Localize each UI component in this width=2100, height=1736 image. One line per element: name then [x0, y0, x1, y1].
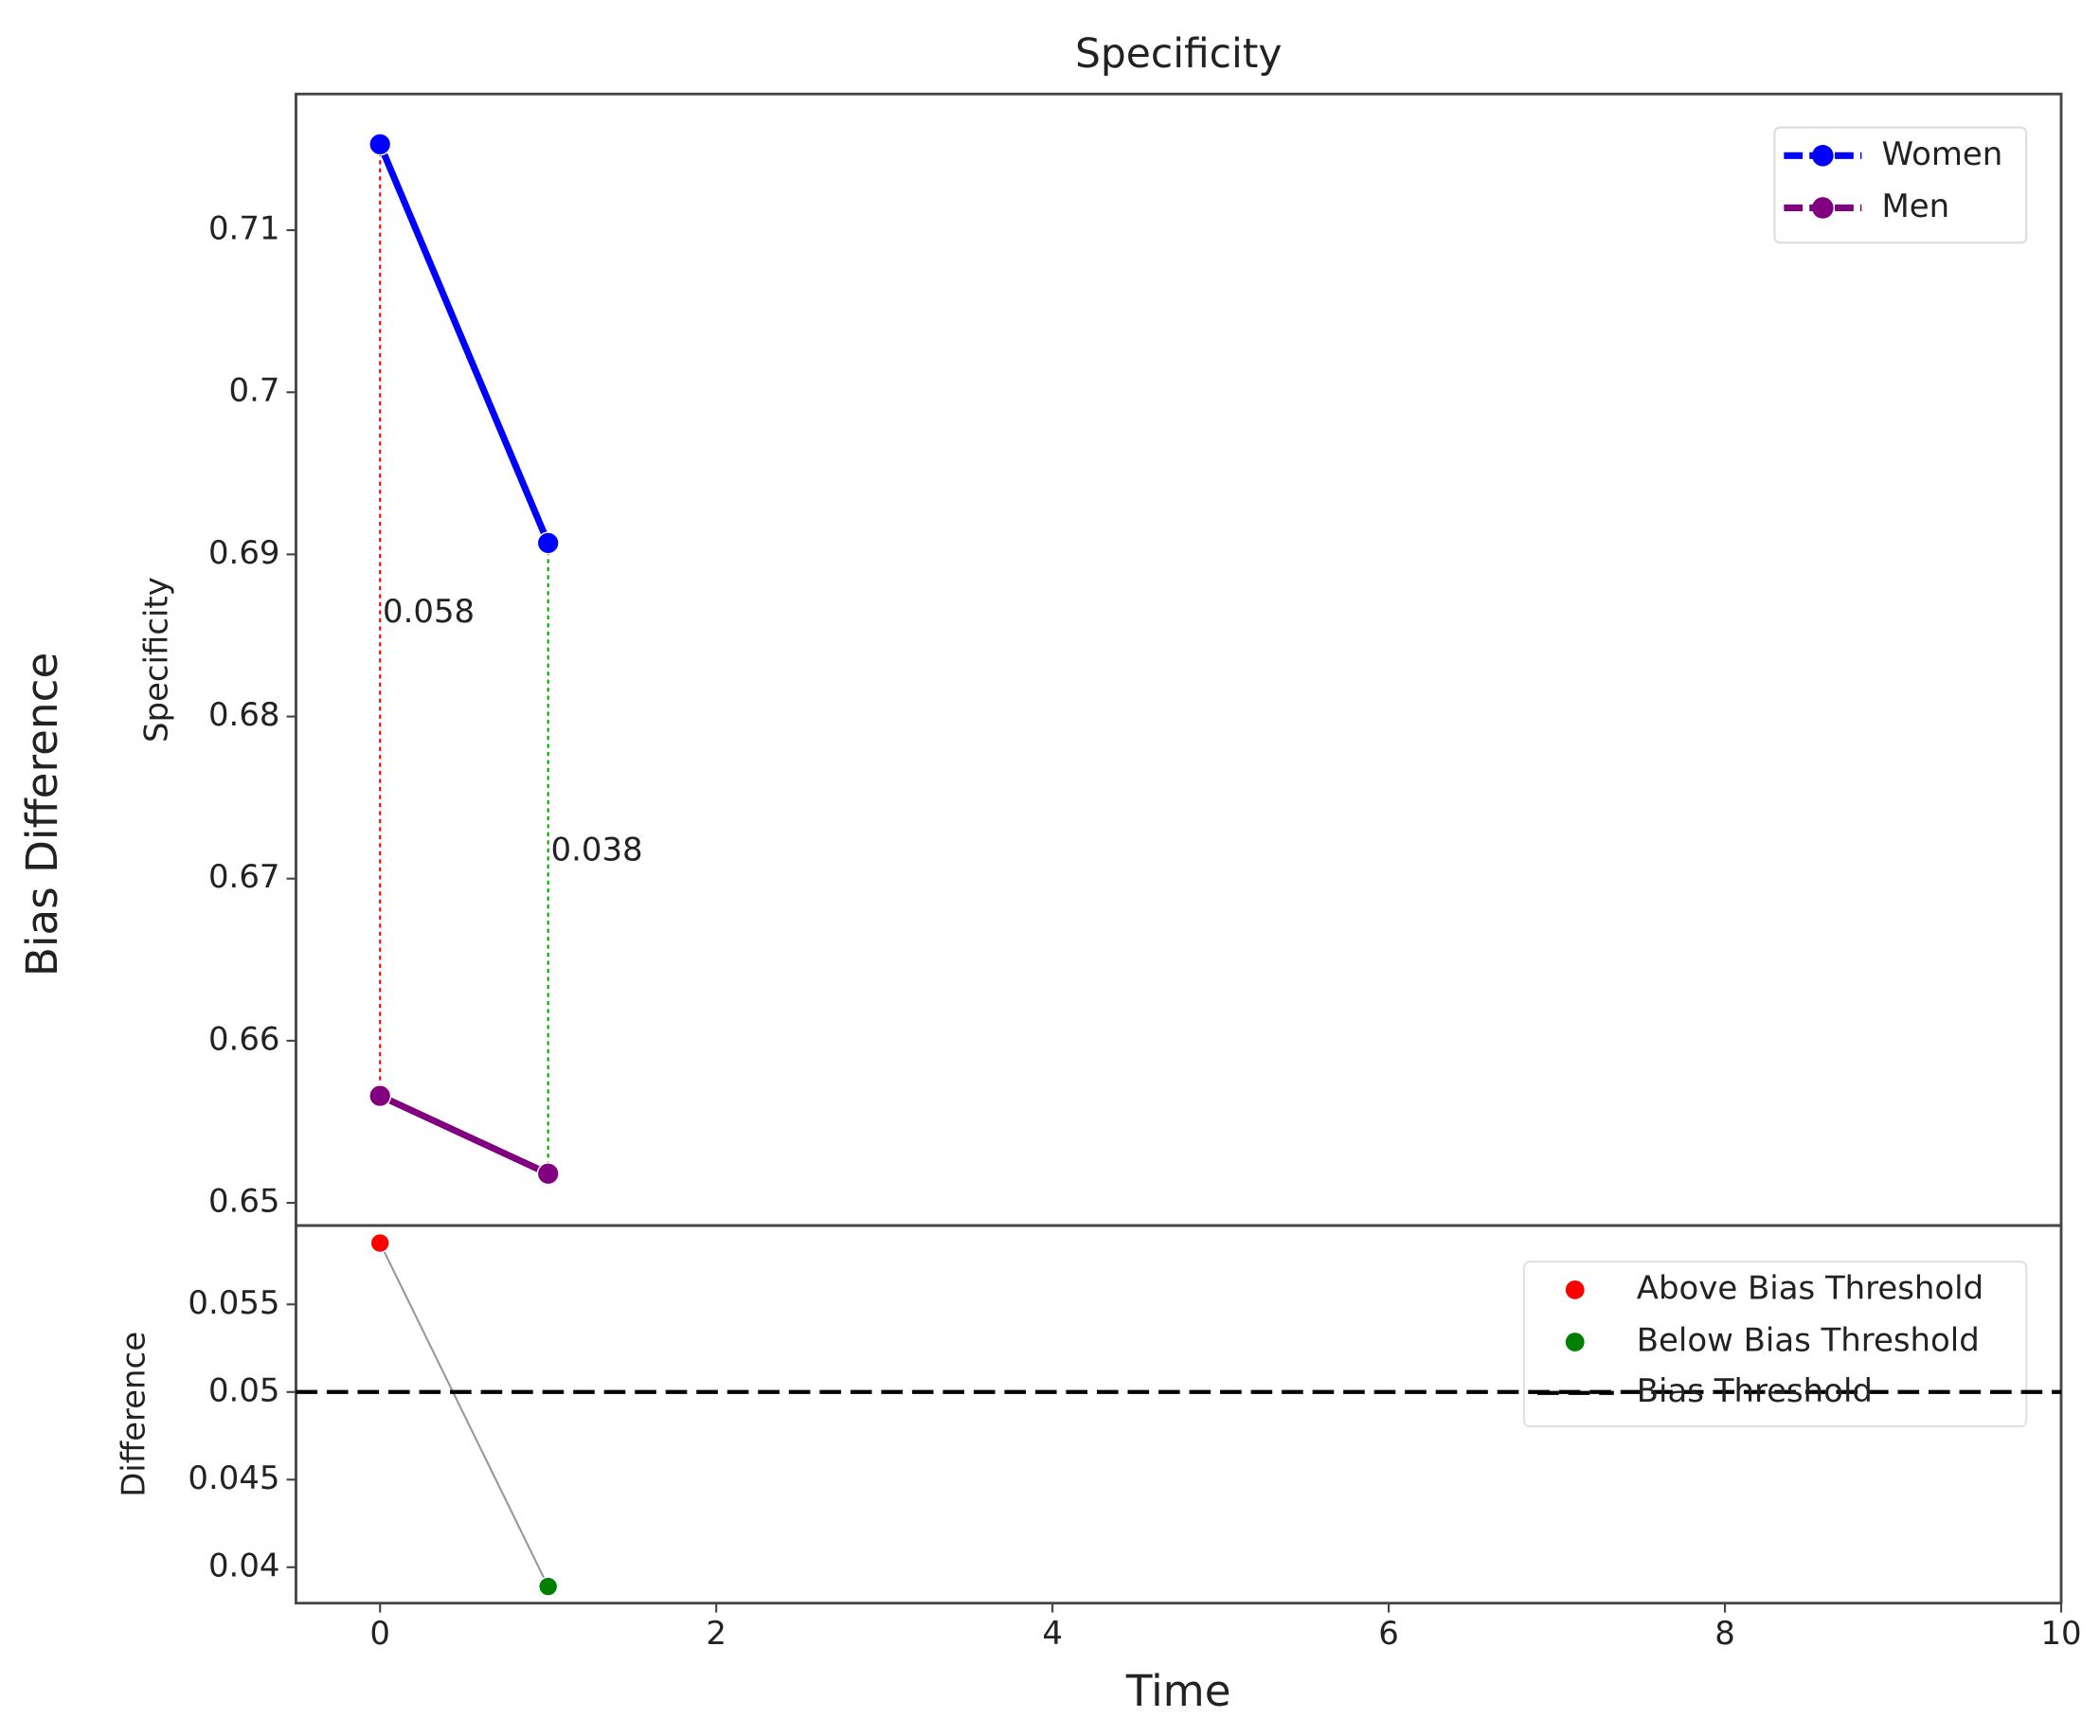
y-axis-label: Difference — [116, 1332, 153, 1497]
x-tick-label: 6 — [1378, 1616, 1399, 1653]
legend-marker — [1812, 144, 1834, 167]
legend-label: Women — [1882, 136, 2003, 173]
connector-line — [379, 1243, 549, 1587]
y-tick-label: 0.71 — [208, 211, 280, 248]
y-tick-label: 0.04 — [208, 1548, 280, 1584]
figure-y-label: Bias Difference — [17, 653, 67, 976]
legend-marker — [1812, 197, 1834, 219]
legend-label: Below Bias Threshold — [1637, 1323, 1980, 1360]
x-tick-label: 0 — [369, 1616, 390, 1653]
series-line — [378, 1092, 550, 1177]
y-tick-label: 0.66 — [208, 1021, 280, 1058]
point — [369, 1232, 390, 1254]
gap-label: 0.038 — [551, 832, 643, 869]
y-tick-label: 0.67 — [208, 859, 280, 896]
legend-marker — [1565, 1333, 1585, 1351]
x-tick-label: 4 — [1042, 1616, 1063, 1653]
point — [536, 531, 560, 555]
legend-label: Above Bias Threshold — [1637, 1270, 1983, 1307]
axes-frame — [295, 1224, 2063, 1605]
axes-frame — [295, 92, 2063, 1227]
chart-title: Specificity — [1075, 31, 1283, 78]
point — [538, 1576, 559, 1597]
x-axis-label: Time — [1125, 1666, 1231, 1716]
y-tick-label: 0.69 — [208, 535, 280, 572]
legend-box — [1522, 1261, 2028, 1428]
y-tick-label: 0.68 — [208, 697, 280, 734]
series-line — [376, 142, 551, 545]
x-tick-label: 2 — [706, 1616, 727, 1653]
y-tick-label: 0.65 — [208, 1184, 280, 1221]
y-tick-label: 0.7 — [229, 373, 280, 410]
gap-label: 0.058 — [383, 594, 475, 631]
legend-label: Men — [1882, 188, 1950, 225]
y-tick-label: 0.055 — [188, 1285, 279, 1322]
x-tick-label: 8 — [1714, 1616, 1735, 1653]
point — [536, 1162, 560, 1186]
x-tick-label: 10 — [2040, 1616, 2081, 1653]
point — [368, 133, 392, 156]
y-tick-label: 0.05 — [208, 1372, 280, 1409]
y-axis-label: Specificity — [138, 577, 175, 743]
y-tick-label: 0.045 — [188, 1460, 279, 1497]
legend-marker — [1565, 1280, 1585, 1299]
legend-label: Bias Threshold — [1637, 1373, 1873, 1410]
point — [368, 1084, 392, 1108]
